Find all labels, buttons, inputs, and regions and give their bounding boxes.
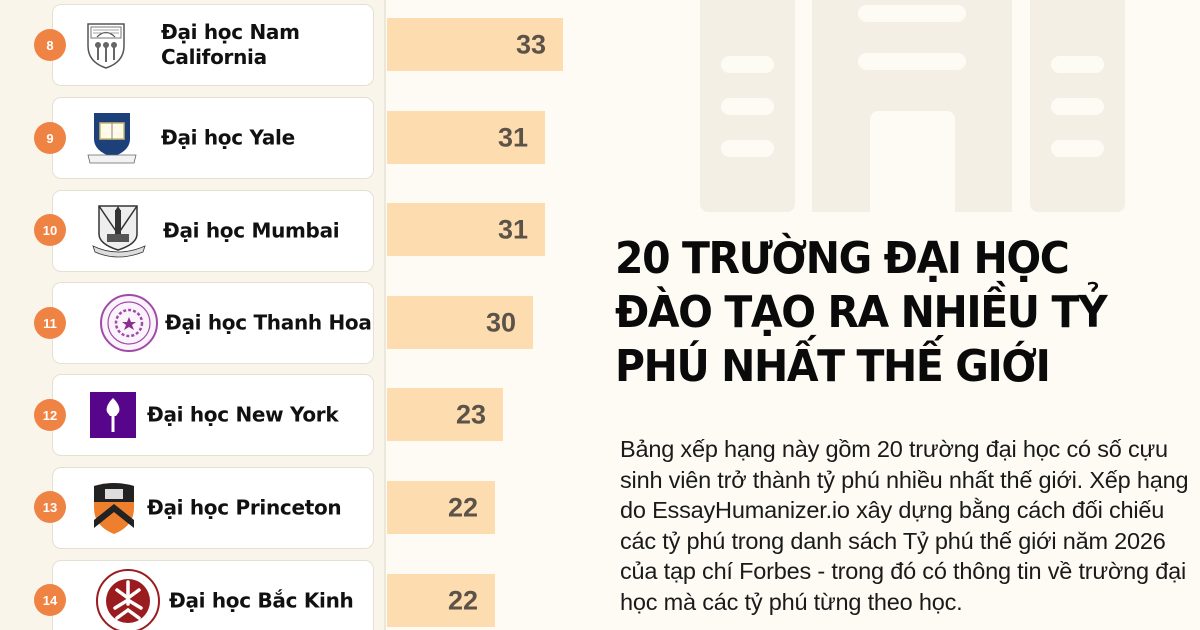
value-bar: 22 bbox=[387, 481, 495, 534]
university-name: Đại học Nam California bbox=[161, 20, 300, 69]
university-card: Đại học New York bbox=[52, 374, 374, 456]
value-bar: 30 bbox=[387, 296, 533, 349]
yale-shield-icon bbox=[86, 111, 138, 165]
rank-badge: 13 bbox=[34, 491, 66, 523]
university-card: Đại học Nam California bbox=[52, 4, 374, 86]
bar-value: 33 bbox=[515, 29, 546, 59]
university-name: Đại học Mumbai bbox=[163, 218, 340, 243]
bar-value: 30 bbox=[485, 307, 516, 337]
university-name: Đại học New York bbox=[147, 402, 339, 427]
university-card: Đại học Yale bbox=[52, 97, 374, 179]
university-name: Đại học Yale bbox=[161, 125, 295, 150]
value-bar: 22 bbox=[387, 574, 495, 627]
university-name: Đại học Bắc Kinh bbox=[169, 588, 354, 613]
bar-value: 22 bbox=[447, 492, 478, 522]
usc-shield-icon bbox=[85, 20, 127, 70]
rank-badge: 8 bbox=[34, 29, 66, 61]
rank-badge: 9 bbox=[34, 122, 66, 154]
description-text: Bảng xếp hạng này gồm 20 trường đại học … bbox=[620, 436, 1189, 615]
tsinghua-seal-icon bbox=[99, 293, 159, 353]
nyu-torch-icon bbox=[90, 392, 136, 438]
value-bar: 33 bbox=[387, 18, 563, 71]
university-card: Đại học Princeton bbox=[52, 467, 374, 549]
university-card: Đại học Bắc Kinh bbox=[52, 560, 374, 630]
value-bar: 23 bbox=[387, 388, 503, 441]
value-bar: 31 bbox=[387, 111, 545, 164]
bar-value: 23 bbox=[455, 399, 486, 429]
university-name: Đại học Thanh Hoa bbox=[165, 310, 372, 335]
bar-value: 22 bbox=[447, 585, 478, 615]
rank-badge: 14 bbox=[34, 584, 66, 616]
bar-value: 31 bbox=[497, 122, 528, 152]
mumbai-crest-icon bbox=[91, 204, 147, 258]
peking-seal-icon bbox=[95, 568, 161, 630]
university-name: Đại học Princeton bbox=[147, 495, 342, 520]
rank-badge: 12 bbox=[34, 399, 66, 431]
princeton-shield-icon bbox=[91, 480, 137, 536]
page-title: 20 TRƯỜNG ĐẠI HỌC ĐÀO TẠO RA NHIỀU TỶ PH… bbox=[615, 233, 1108, 392]
rank-badge: 10 bbox=[34, 214, 66, 246]
bar-value: 31 bbox=[497, 214, 528, 244]
university-card: Đại học Mumbai bbox=[52, 190, 374, 272]
university-card: Đại học Thanh Hoa bbox=[52, 282, 374, 364]
rank-badge: 11 bbox=[34, 307, 66, 339]
value-bar: 31 bbox=[387, 203, 545, 256]
